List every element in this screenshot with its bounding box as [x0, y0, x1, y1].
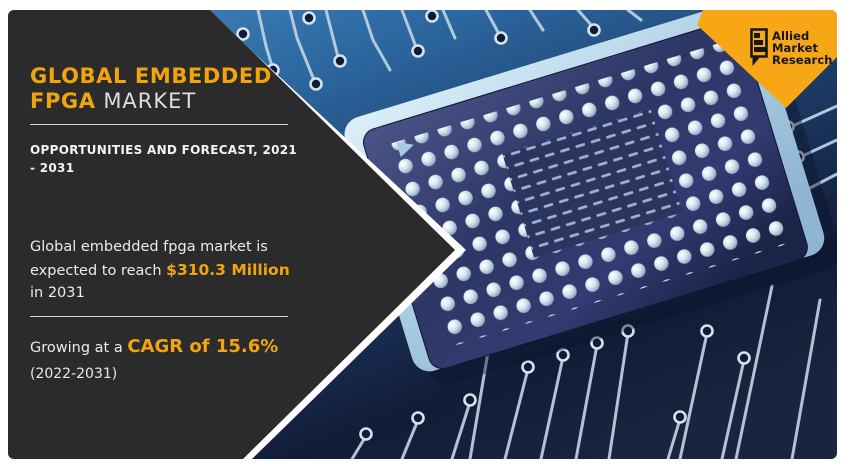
- amr-logo-icon: [750, 28, 768, 66]
- amr-logo-line2: Market: [772, 41, 819, 55]
- fpga-chip-graphic: [344, 10, 837, 386]
- chip-center-pins: [502, 108, 683, 258]
- subtitle-line1: OPPORTUNITIES AND FORECAST, 2021: [30, 143, 298, 157]
- title-accent: FPGA: [30, 89, 96, 113]
- reach-suffix: in 2031: [30, 285, 85, 301]
- reach-value: $310.3 Million: [166, 260, 290, 279]
- logo-pennant: [697, 10, 837, 108]
- chip-corner-marker: [396, 141, 414, 158]
- reach-prefix: Global embedded fpga market is expected …: [30, 239, 268, 279]
- subtitle: OPPORTUNITIES AND FORECAST, 2021 - 2031: [30, 141, 297, 177]
- circuit-board-graphic: [8, 10, 837, 459]
- page-title: GLOBAL EMBEDDED FPGA MARKET: [30, 64, 272, 114]
- amr-logo-line3: Research: [772, 53, 833, 67]
- divider-bottom: [30, 316, 288, 317]
- content-area: GLOBAL EMBEDDED FPGA MARKET OPPORTUNITIE…: [8, 10, 837, 459]
- title-line2: FPGA MARKET: [30, 89, 272, 114]
- title-line1: GLOBAL EMBEDDED: [30, 64, 272, 88]
- cagr-period: (2022-2031): [30, 366, 118, 382]
- cagr-statement: Growing at a CAGR of 15.6% (2022-2031): [30, 335, 298, 386]
- cagr-prefix: Growing at a: [30, 340, 128, 356]
- market-value-statement: Global embedded fpga market is expected …: [30, 236, 298, 305]
- dark-panel: [8, 10, 455, 459]
- divider-top: [30, 124, 288, 125]
- amr-logo-text: Allied Market Research: [772, 30, 833, 66]
- title-rest: MARKET: [95, 89, 197, 113]
- amr-logo-line1: Allied: [772, 29, 810, 43]
- cagr-value: CAGR of 15.6%: [127, 336, 279, 357]
- amr-logo: Allied Market Research: [749, 27, 833, 67]
- pcb-traces: [256, 10, 837, 459]
- subtitle-line2: - 2031: [30, 161, 75, 175]
